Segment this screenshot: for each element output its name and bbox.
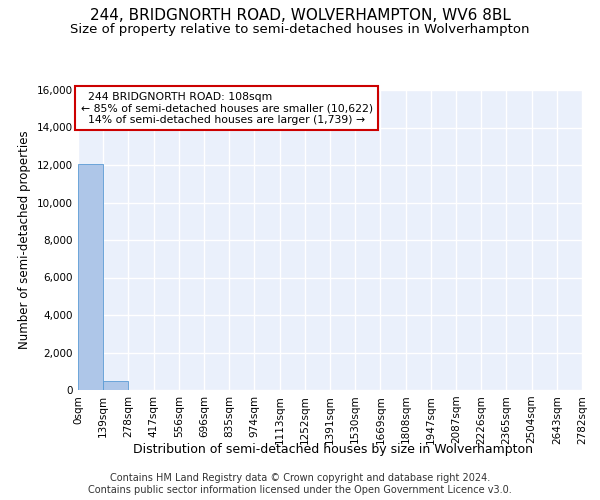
Text: Contains HM Land Registry data © Crown copyright and database right 2024.
Contai: Contains HM Land Registry data © Crown c… xyxy=(88,474,512,495)
Bar xyxy=(103,381,128,390)
Text: Distribution of semi-detached houses by size in Wolverhampton: Distribution of semi-detached houses by … xyxy=(133,442,533,456)
Y-axis label: Number of semi-detached properties: Number of semi-detached properties xyxy=(19,130,31,350)
Text: Size of property relative to semi-detached houses in Wolverhampton: Size of property relative to semi-detach… xyxy=(70,22,530,36)
Text: 244, BRIDGNORTH ROAD, WOLVERHAMPTON, WV6 8BL: 244, BRIDGNORTH ROAD, WOLVERHAMPTON, WV6… xyxy=(89,8,511,22)
Bar xyxy=(78,164,103,390)
Text: 244 BRIDGNORTH ROAD: 108sqm
← 85% of semi-detached houses are smaller (10,622)
 : 244 BRIDGNORTH ROAD: 108sqm ← 85% of sem… xyxy=(80,92,373,124)
